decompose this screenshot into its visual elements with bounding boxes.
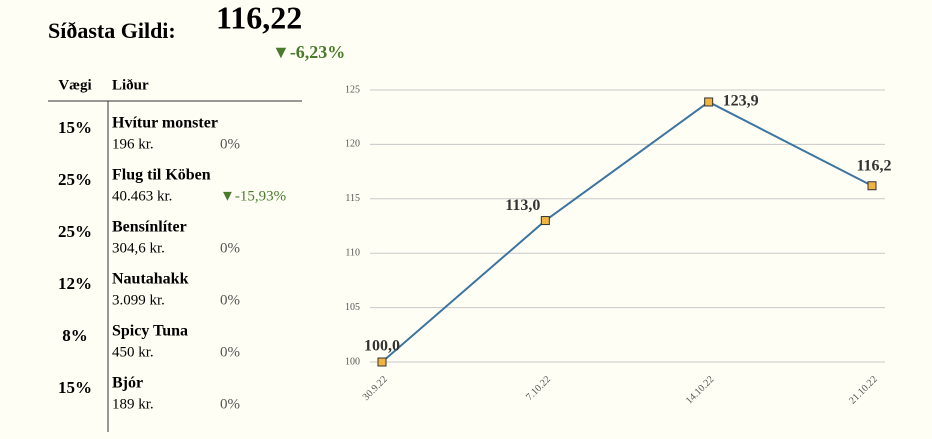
marker: [867, 181, 877, 191]
value-label: 100,0: [364, 338, 400, 355]
y-tick-label: 100: [345, 356, 360, 367]
weight: 15%: [58, 118, 92, 137]
x-tick-label: 30.9.22: [361, 374, 390, 403]
item-change: 0%: [220, 344, 240, 360]
item-name: Bensínlíter: [112, 219, 187, 236]
x-tick-label: 7.10.22: [524, 374, 553, 403]
item-change: 0%: [220, 396, 240, 412]
item-price: 189 kr.: [112, 396, 154, 412]
marker: [377, 357, 387, 367]
column-header: Vægi: [58, 77, 91, 93]
current-value: 116,22: [216, 0, 302, 35]
item-change: 0%: [220, 292, 240, 308]
y-tick-label: 125: [345, 84, 360, 95]
weight: 8%: [62, 326, 88, 345]
weight: 25%: [58, 170, 92, 189]
y-tick-label: 115: [345, 193, 360, 204]
weight: 15%: [58, 378, 92, 397]
y-tick-label: 120: [345, 139, 360, 150]
item-name: Bjór: [112, 375, 143, 392]
item-change: 0%: [220, 240, 240, 256]
item-price: 196 kr.: [112, 136, 154, 152]
item-name: Hvítur monster: [112, 115, 218, 132]
line: [381, 100, 873, 363]
weight: 12%: [58, 274, 92, 293]
item-name: Nautahakk: [112, 271, 189, 288]
item-change: ▼-15,93%: [220, 188, 286, 204]
title: Síðasta Gildi:: [48, 18, 176, 43]
marker: [540, 216, 550, 226]
item-name: Spicy Tuna: [112, 323, 188, 340]
weight: 25%: [58, 222, 92, 241]
y-tick-label: 110: [345, 247, 360, 258]
marker: [704, 97, 714, 107]
current-change: ▼-6,23%: [272, 42, 345, 62]
y-tick-label: 105: [345, 302, 360, 313]
x-tick-label: 14.10.22: [684, 374, 717, 407]
item-name: Flug til Köben: [112, 167, 211, 184]
item-price: 450 kr.: [112, 344, 154, 360]
value-label: 123,9: [723, 93, 759, 110]
column-header: Liður: [112, 77, 149, 93]
value-label: 116,2: [856, 157, 891, 174]
item-price: 304,6 kr.: [112, 240, 165, 256]
item-price: 40.463 kr.: [112, 188, 172, 204]
value-label: 113,0: [505, 197, 540, 214]
item-change: 0%: [220, 136, 240, 152]
item-price: 3.099 kr.: [112, 292, 165, 308]
x-tick-label: 21.10.22: [847, 374, 880, 407]
